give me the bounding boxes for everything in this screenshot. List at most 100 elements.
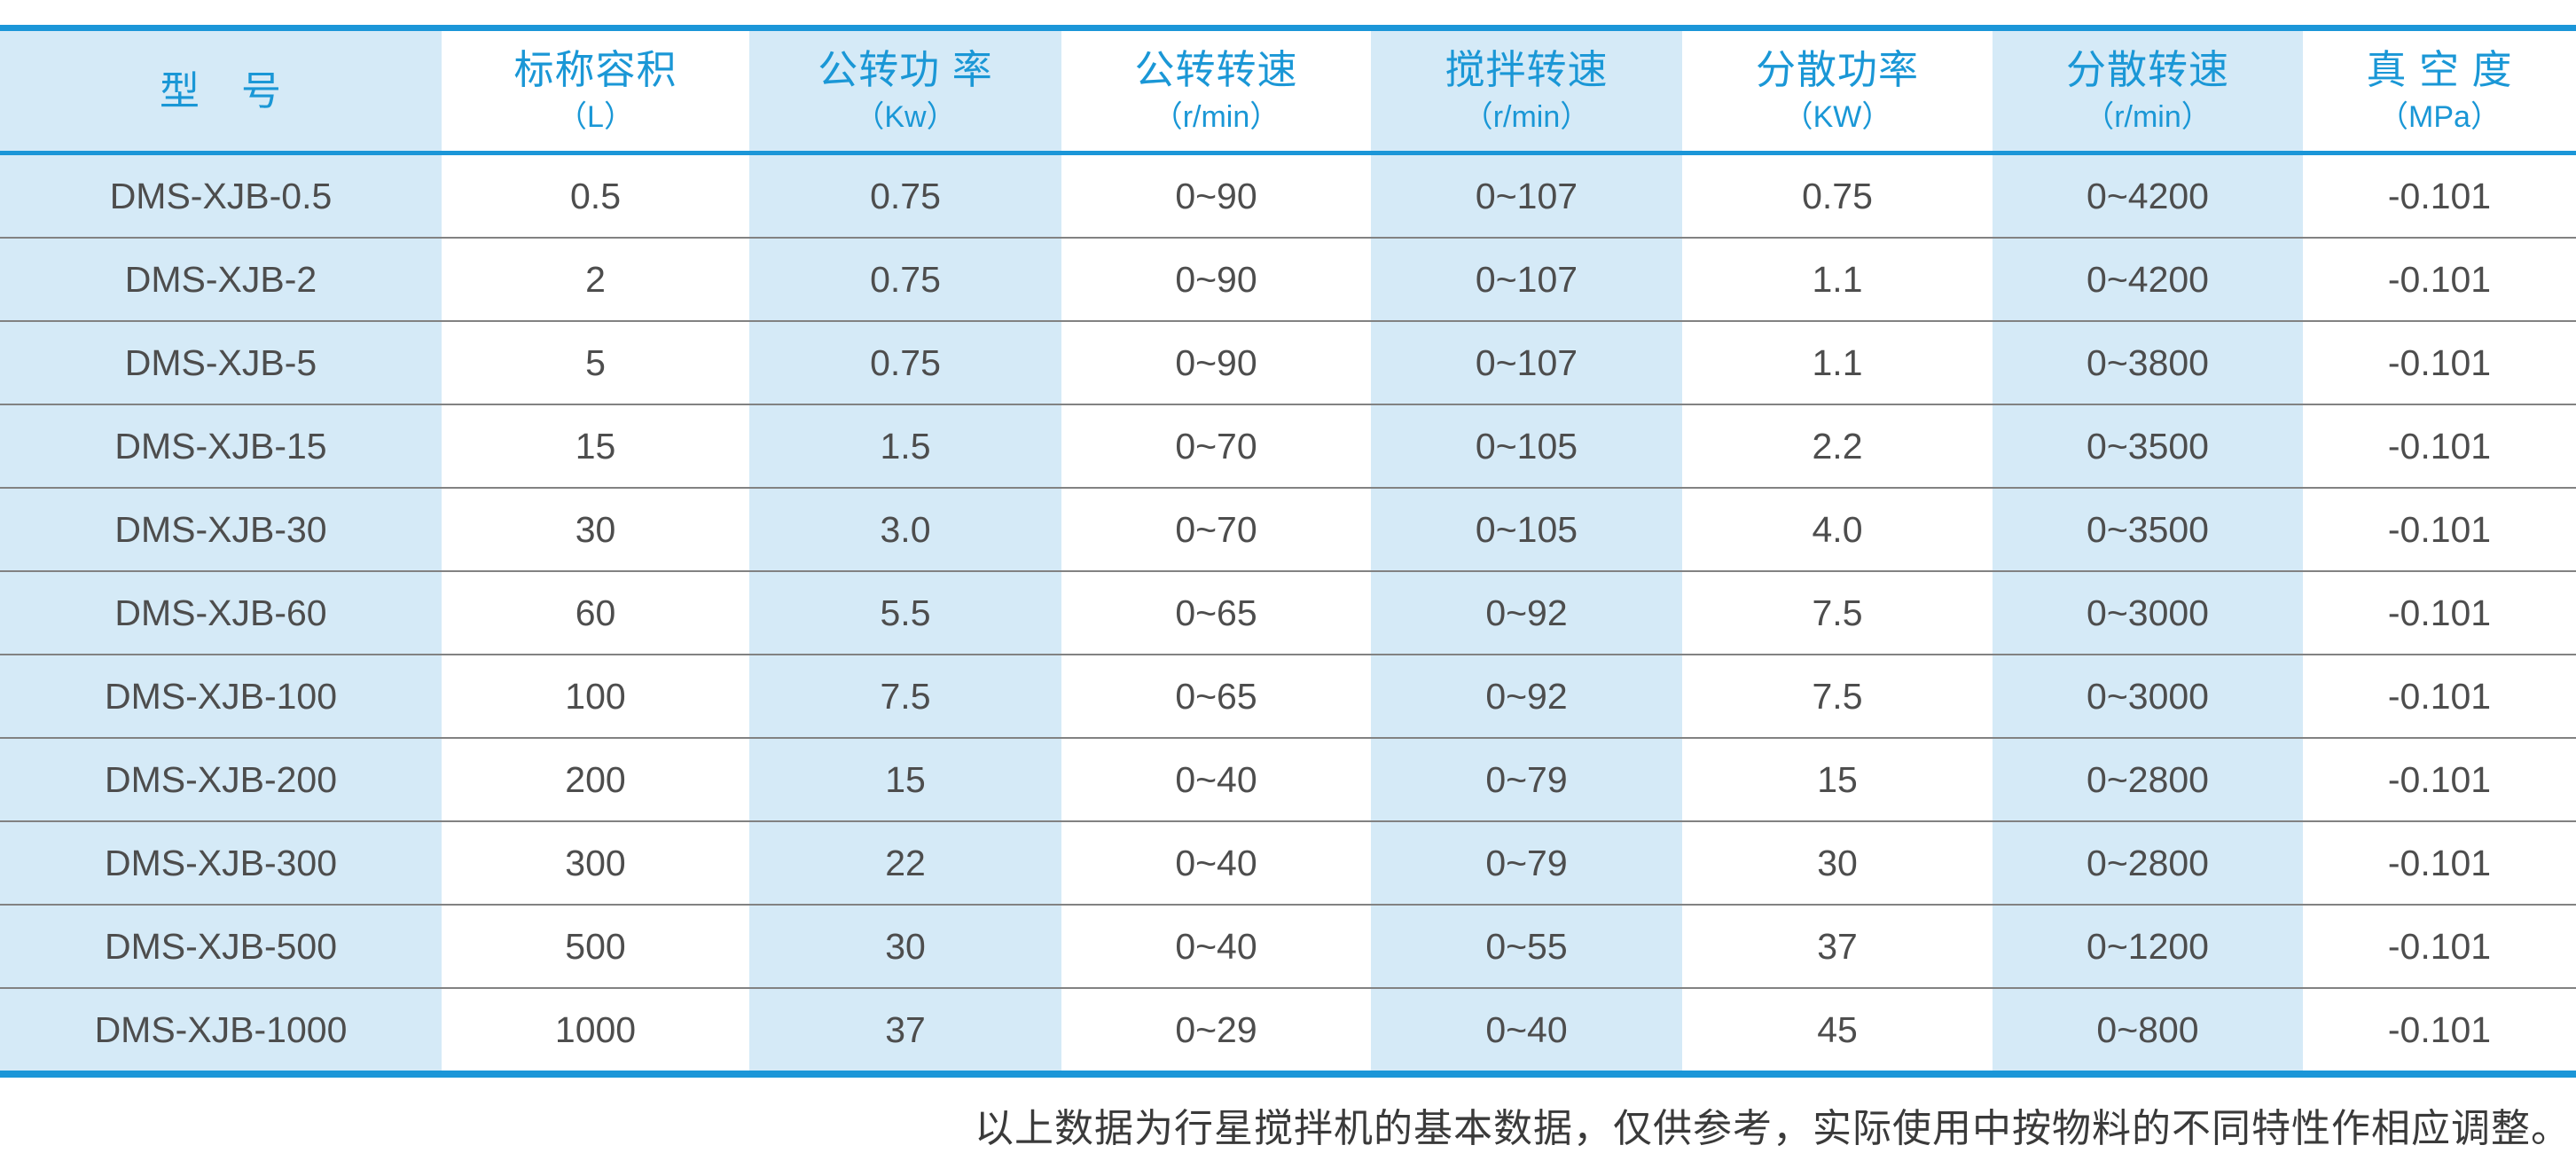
column-unit: （MPa） — [2378, 99, 2501, 134]
table-row: DMS-XJB-100 100 7.5 0~65 0~92 7.5 0~3000 -0.101 — [0, 655, 2576, 739]
value-cell: -0.101 — [2303, 655, 2576, 739]
value-cell: 0~2800 — [1993, 821, 2303, 906]
value-cell: 0~40 — [1061, 821, 1371, 906]
value-cell: 1.1 — [1682, 238, 1993, 322]
value-cell: 37 — [749, 988, 1061, 1078]
value-cell: 0~55 — [1371, 905, 1682, 989]
value-cell: 7.5 — [749, 655, 1061, 739]
value-cell: 0~65 — [1061, 571, 1371, 655]
value-cell: 200 — [442, 738, 749, 822]
value-cell: 0.75 — [749, 238, 1061, 322]
column-unit: （r/min） — [2084, 99, 2212, 134]
value-cell: 0~105 — [1371, 404, 1682, 489]
value-cell: 0~107 — [1371, 153, 1682, 239]
value-cell: 60 — [442, 571, 749, 655]
value-cell: 0~1200 — [1993, 905, 2303, 989]
column-unit: （KW） — [1782, 99, 1892, 134]
value-cell: 15 — [442, 404, 749, 489]
model-cell: DMS-XJB-300 — [0, 821, 442, 906]
value-cell: 30 — [749, 905, 1061, 989]
value-cell: -0.101 — [2303, 821, 2576, 906]
table-row: DMS-XJB-500 500 30 0~40 0~55 37 0~1200 -0.101 — [0, 905, 2576, 989]
column-header-5: 分散功率 （KW） — [1682, 25, 1993, 155]
value-cell: -0.101 — [2303, 738, 2576, 822]
table-row: DMS-XJB-60 60 5.5 0~65 0~92 7.5 0~3000 -0.101 — [0, 571, 2576, 655]
column-header-3: 公转转速 （r/min） — [1061, 25, 1371, 155]
value-cell: 0~2800 — [1993, 738, 2303, 822]
header-row: 型 号 标称容积 （L） 公转功 率 （Kw） 公转转速 （r/min） 搅拌转速 （r/min… — [0, 25, 2576, 155]
value-cell: 0~70 — [1061, 404, 1371, 489]
table-row: DMS-XJB-200 200 15 0~40 0~79 15 0~2800 -0.101 — [0, 738, 2576, 822]
value-cell: 0~40 — [1061, 905, 1371, 989]
table-row: DMS-XJB-2 2 0.75 0~90 0~107 1.1 0~4200 -0.101 — [0, 238, 2576, 322]
value-cell: 1.5 — [749, 404, 1061, 489]
model-cell: DMS-XJB-2 — [0, 238, 442, 322]
value-cell: 0.5 — [442, 153, 749, 239]
value-cell: 2.2 — [1682, 404, 1993, 489]
value-cell: 7.5 — [1682, 655, 1993, 739]
value-cell: 30 — [1682, 821, 1993, 906]
value-cell: 0~29 — [1061, 988, 1371, 1078]
model-cell: DMS-XJB-5 — [0, 321, 442, 405]
value-cell: 500 — [442, 905, 749, 989]
column-title: 分散转速 — [2065, 47, 2229, 93]
value-cell: 0~4200 — [1993, 153, 2303, 239]
column-title: 公转功 率 — [818, 47, 993, 93]
value-cell: -0.101 — [2303, 238, 2576, 322]
value-cell: 2 — [442, 238, 749, 322]
value-cell: 0~3500 — [1993, 404, 2303, 489]
value-cell: 0~3800 — [1993, 321, 2303, 405]
value-cell: 0~90 — [1061, 238, 1371, 322]
value-cell: 1000 — [442, 988, 749, 1078]
spec-table: 型 号 标称容积 （L） 公转功 率 （Kw） 公转转速 （r/min） 搅拌转速 （r/min… — [0, 25, 2576, 1078]
value-cell: 0~92 — [1371, 655, 1682, 739]
value-cell: 100 — [442, 655, 749, 739]
value-cell: 0~65 — [1061, 655, 1371, 739]
column-title: 标称容积 — [513, 47, 677, 93]
column-header-6: 分散转速 （r/min） — [1993, 25, 2303, 155]
table-row: DMS-XJB-1000 1000 37 0~29 0~40 45 0~800 -0.101 — [0, 988, 2576, 1078]
column-title: 公转转速 — [1134, 47, 1298, 93]
value-cell: 5.5 — [749, 571, 1061, 655]
model-cell: DMS-XJB-60 — [0, 571, 442, 655]
value-cell: -0.101 — [2303, 988, 2576, 1078]
column-unit: （Kw） — [854, 99, 957, 134]
value-cell: 0~79 — [1371, 738, 1682, 822]
value-cell: 22 — [749, 821, 1061, 906]
table-row: DMS-XJB-5 5 0.75 0~90 0~107 1.1 0~3800 -0.101 — [0, 321, 2576, 405]
value-cell: 0~90 — [1061, 321, 1371, 405]
value-cell: 0.75 — [749, 321, 1061, 405]
value-cell: 15 — [1682, 738, 1993, 822]
column-title: 分散功率 — [1755, 47, 1919, 93]
model-cell: DMS-XJB-500 — [0, 905, 442, 989]
value-cell: 0.75 — [749, 153, 1061, 239]
table-row: DMS-XJB-30 30 3.0 0~70 0~105 4.0 0~3500 -0.101 — [0, 488, 2576, 572]
value-cell: 30 — [442, 488, 749, 572]
value-cell: -0.101 — [2303, 488, 2576, 572]
column-title: 型 号 — [159, 67, 282, 114]
column-header-1: 标称容积 （L） — [442, 25, 749, 155]
value-cell: 1.1 — [1682, 321, 1993, 405]
value-cell: 0~105 — [1371, 488, 1682, 572]
column-unit: （r/min） — [1152, 99, 1280, 134]
column-title: 真 空 度 — [2366, 47, 2513, 93]
model-cell: DMS-XJB-200 — [0, 738, 442, 822]
value-cell: 4.0 — [1682, 488, 1993, 572]
value-cell: 0~107 — [1371, 321, 1682, 405]
column-unit: （r/min） — [1462, 99, 1591, 134]
value-cell: 3.0 — [749, 488, 1061, 572]
value-cell: 15 — [749, 738, 1061, 822]
value-cell: -0.101 — [2303, 404, 2576, 489]
value-cell: 0~92 — [1371, 571, 1682, 655]
value-cell: 0.75 — [1682, 153, 1993, 239]
value-cell: -0.101 — [2303, 571, 2576, 655]
model-cell: DMS-XJB-30 — [0, 488, 442, 572]
value-cell: -0.101 — [2303, 153, 2576, 239]
value-cell: 45 — [1682, 988, 1993, 1078]
value-cell: 0~70 — [1061, 488, 1371, 572]
value-cell: 0~40 — [1371, 988, 1682, 1078]
model-cell: DMS-XJB-15 — [0, 404, 442, 489]
table-row: DMS-XJB-0.5 0.5 0.75 0~90 0~107 0.75 0~4200 -0.… — [0, 153, 2576, 239]
value-cell: 0~3500 — [1993, 488, 2303, 572]
